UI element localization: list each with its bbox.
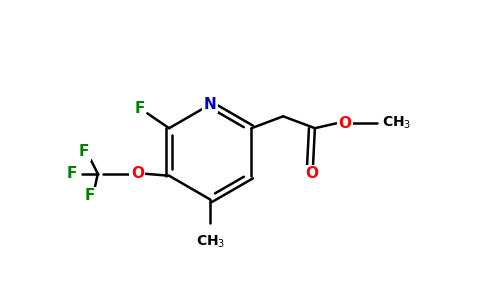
Text: O: O [338,116,351,131]
Text: O: O [131,166,144,181]
Text: CH$_3$: CH$_3$ [382,115,411,131]
Text: CH$_3$: CH$_3$ [196,233,225,250]
Text: F: F [134,101,145,116]
Text: F: F [85,188,95,203]
Text: N: N [204,97,217,112]
Text: F: F [67,166,77,181]
Text: O: O [305,166,318,181]
Text: F: F [79,145,89,160]
